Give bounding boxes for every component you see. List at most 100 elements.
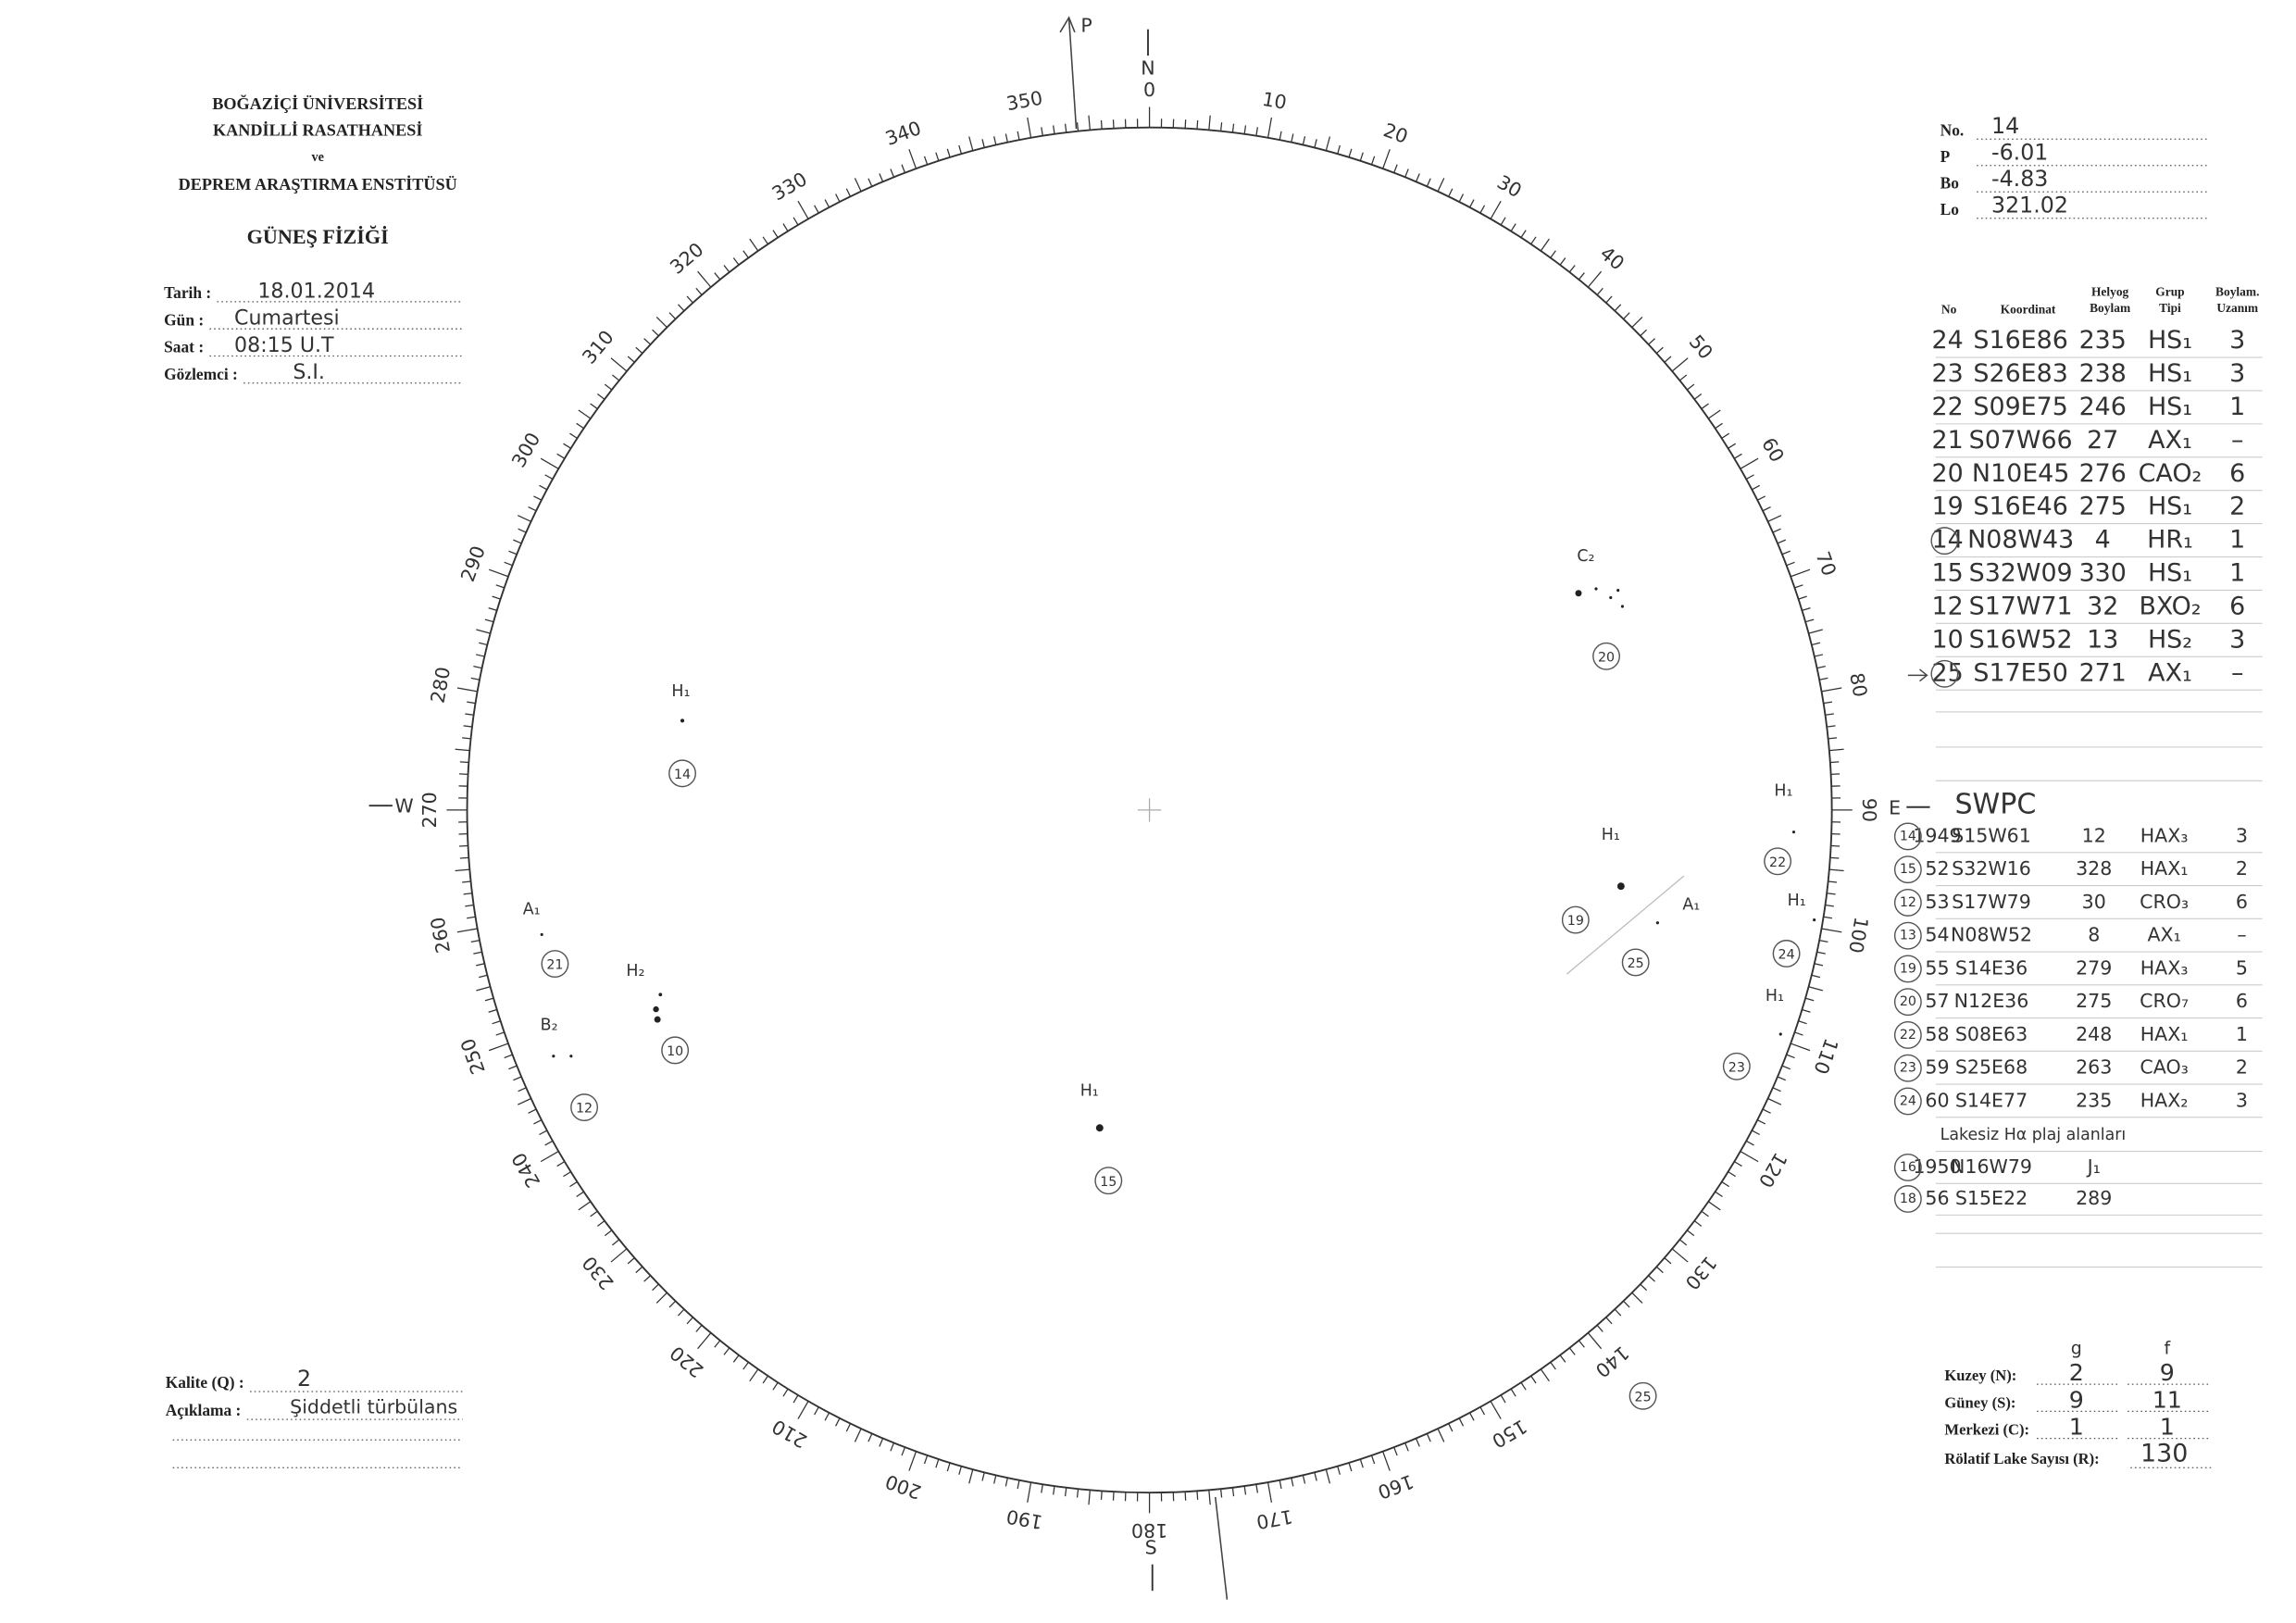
degree-tick <box>1648 338 1655 345</box>
param-value: -6.01 <box>1991 140 2048 166</box>
degree-tick <box>1088 115 1091 131</box>
degree-tick <box>1243 1485 1247 1495</box>
table-header: Grup Tipi <box>2155 285 2184 315</box>
degree-tick <box>476 629 491 634</box>
degree-tick <box>923 1454 929 1465</box>
degree-tick <box>677 1308 685 1317</box>
degree-tick <box>1757 1119 1766 1125</box>
group-type: H₂ <box>626 962 644 980</box>
degree-tick <box>576 1191 584 1198</box>
swpc-cell: 279 <box>2076 956 2112 979</box>
degree-tick <box>1640 1283 1648 1292</box>
degree-tick <box>762 1375 768 1384</box>
degree-tick <box>867 178 873 187</box>
degree-tick <box>470 939 480 943</box>
degree-label: 60 <box>1757 434 1789 467</box>
swpc-cell: S14E36 <box>1955 956 2028 979</box>
degree-tick <box>488 606 497 611</box>
swpc-cell: CAO₃ <box>2140 1056 2188 1079</box>
degree-tick <box>824 1412 830 1421</box>
swpc-cell: 263 <box>2076 1056 2112 1079</box>
circle-mark <box>1722 1052 1751 1080</box>
degree-tick <box>1762 1108 1771 1114</box>
degree-label: 50 <box>1685 331 1717 363</box>
degree-tick <box>1596 1324 1603 1332</box>
degree-tick <box>652 329 659 337</box>
swpc-cell: 19 <box>1900 961 1916 976</box>
degree-tick <box>596 1220 605 1227</box>
circle-mark <box>1561 905 1590 934</box>
group-sketch-line <box>1566 875 1685 975</box>
degree-tick <box>635 346 643 355</box>
degree-tick <box>1707 409 1721 419</box>
swpc-cell: 6 <box>2236 990 2248 1012</box>
degree-tick <box>1469 1412 1475 1421</box>
circle-mark <box>1094 1167 1123 1195</box>
degree-tick <box>1804 618 1815 623</box>
sunspot <box>1778 1032 1782 1036</box>
pole-axis <box>1067 17 1078 130</box>
degree-label: 270 <box>418 792 441 828</box>
param-value: 321.02 <box>1991 193 2068 218</box>
degree-tick <box>901 164 906 173</box>
degree-tick <box>723 265 730 273</box>
degree-tick <box>479 974 488 979</box>
group-type: A₁ <box>523 901 541 919</box>
degree-tick <box>1752 1130 1761 1136</box>
degree-tick <box>463 893 473 895</box>
degree-tick <box>1614 1308 1622 1317</box>
group-number: 23 <box>1728 1060 1745 1075</box>
table-cell: HS₁ <box>2148 393 2192 421</box>
degree-tick <box>1655 1266 1664 1274</box>
degree-tick <box>492 595 501 600</box>
degree-tick <box>473 666 482 669</box>
degree-tick <box>1740 1151 1759 1163</box>
degree-tick <box>1540 1368 1550 1382</box>
degree-tick <box>604 383 613 391</box>
degree-tick <box>456 687 478 693</box>
north-label: N <box>1141 56 1154 79</box>
degree-label: 340 <box>882 117 924 150</box>
degree-tick <box>958 1466 963 1475</box>
degree-tick <box>1243 125 1247 134</box>
degree-tick <box>1568 265 1576 273</box>
group-number: 12 <box>576 1102 593 1117</box>
degree-tick <box>1794 584 1803 589</box>
degree-tick <box>1745 1140 1754 1146</box>
degree-tick <box>1255 127 1258 136</box>
degree-tick <box>1664 1257 1672 1265</box>
degree-tick <box>723 1347 730 1355</box>
swpc-cell: HAX₃ <box>2140 824 2189 846</box>
swpc-cell: 13 <box>1900 929 1916 943</box>
degree-tick <box>1686 1230 1695 1237</box>
degree-tick <box>1808 986 1823 992</box>
degree-label: 0 <box>1143 79 1155 101</box>
degree-tick <box>1825 904 1834 907</box>
degree-tick <box>993 1475 997 1484</box>
group-number: 24 <box>1778 948 1795 963</box>
group-number: 10 <box>667 1044 683 1059</box>
swpc-cell: 56 <box>1925 1187 1949 1209</box>
degree-tick <box>1823 701 1833 705</box>
degree-tick <box>1359 152 1364 161</box>
degree-tick <box>981 139 985 148</box>
degree-tick <box>1510 223 1516 232</box>
swpc-cell: 18 <box>1900 1192 1916 1206</box>
swpc-cell: 15 <box>1900 862 1916 877</box>
degree-tick <box>1208 1490 1211 1505</box>
degree-tick <box>463 725 473 728</box>
degree-tick <box>1772 528 1781 533</box>
degree-tick <box>1100 1491 1103 1500</box>
degree-tick <box>1671 357 1689 372</box>
degree-tick <box>540 1151 559 1163</box>
field-value: 08:15 U.T <box>234 333 334 357</box>
table-cell: S07W66 <box>1969 426 2073 455</box>
table-cell: S17E50 <box>1973 658 2067 687</box>
degree-label: 240 <box>507 1149 544 1192</box>
table-cell: HS₂ <box>2148 625 2192 654</box>
degree-tick <box>488 568 509 578</box>
table-cell: AX₁ <box>2148 658 2192 687</box>
swpc-cell: 54 <box>1925 924 1949 946</box>
